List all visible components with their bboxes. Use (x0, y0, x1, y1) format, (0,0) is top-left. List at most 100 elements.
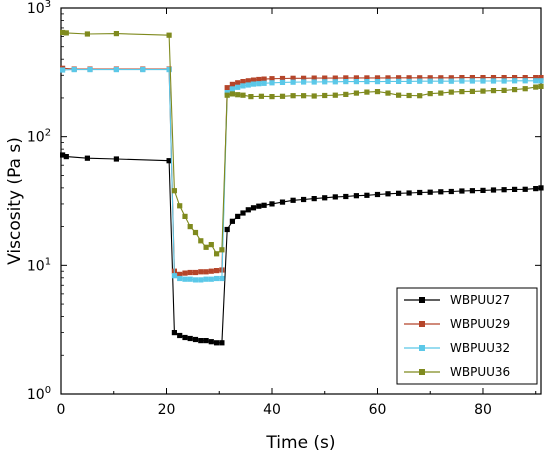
data-point (469, 88, 475, 94)
data-point (332, 194, 338, 200)
data-point (235, 213, 241, 219)
data-point (533, 186, 539, 192)
legend-box (396, 287, 538, 385)
data-point (301, 196, 307, 203)
data-point (438, 189, 444, 195)
data-point (480, 75, 486, 81)
data-point (364, 89, 370, 95)
data-point (71, 67, 77, 73)
legend-marker (419, 297, 425, 303)
data-point (343, 75, 349, 81)
data-point (490, 78, 497, 84)
data-point (459, 188, 465, 194)
data-point (279, 79, 286, 85)
data-point (279, 93, 286, 99)
data-point (538, 75, 544, 81)
data-point (490, 187, 497, 193)
data-point (322, 79, 328, 85)
data-point (512, 186, 518, 192)
data-point (84, 31, 90, 37)
data-point (512, 87, 518, 93)
data-point (311, 75, 317, 81)
data-point (406, 92, 412, 99)
data-point (229, 86, 235, 92)
data-point (214, 275, 220, 282)
data-point (396, 75, 402, 81)
data-point (311, 196, 317, 202)
data-point (279, 75, 286, 82)
data-point (171, 330, 177, 336)
data-point (240, 210, 246, 216)
data-point (469, 75, 475, 81)
data-point (166, 32, 172, 38)
data-point (501, 187, 507, 193)
data-point (490, 75, 497, 81)
data-point (501, 78, 507, 84)
data-point (182, 334, 188, 341)
data-point (469, 188, 475, 194)
data-point (343, 91, 349, 97)
data-point (250, 81, 257, 87)
data-point (187, 335, 193, 342)
data-point (290, 93, 296, 99)
data-point (171, 273, 177, 279)
legend-label: WBPUU32 (450, 341, 510, 355)
x-axis-label: Time (s) (265, 433, 335, 453)
data-point (311, 93, 317, 99)
data-point (203, 276, 209, 282)
data-point (490, 88, 497, 94)
data-point (385, 90, 391, 96)
data-point (538, 185, 544, 191)
data-point (396, 92, 402, 98)
legend-marker (419, 345, 425, 351)
data-point (269, 76, 275, 82)
legend-label: WBPUU29 (450, 317, 510, 331)
data-point (438, 90, 444, 96)
data-point (214, 340, 220, 346)
data-point (512, 75, 518, 81)
data-point (448, 75, 454, 81)
data-point (290, 197, 296, 203)
data-point (192, 277, 199, 283)
data-point (533, 78, 539, 84)
x-tick-label: 0 (57, 402, 66, 418)
data-point (248, 94, 254, 100)
series-wbpuu36 (60, 29, 544, 257)
data-point (208, 268, 214, 274)
data-point (353, 193, 359, 199)
data-point (290, 75, 296, 81)
data-point (245, 78, 251, 84)
data-point (279, 199, 286, 205)
data-point (290, 79, 296, 85)
data-point (364, 79, 370, 85)
data-point (427, 189, 433, 195)
data-point (198, 238, 204, 244)
data-point (332, 79, 338, 85)
data-point (448, 188, 454, 195)
y-tick-label: 101 (27, 256, 51, 274)
data-point (301, 93, 307, 99)
data-point (113, 156, 119, 162)
data-point (427, 75, 433, 81)
data-point (522, 86, 528, 92)
data-point (240, 79, 246, 85)
data-point (269, 80, 275, 86)
data-point (87, 67, 93, 73)
x-tick-label: 60 (369, 402, 387, 418)
data-point (261, 202, 267, 208)
data-point (245, 207, 251, 213)
data-point (374, 75, 381, 81)
data-point (192, 336, 199, 343)
legend-marker (419, 321, 425, 327)
data-point (417, 93, 423, 99)
data-point (224, 226, 230, 233)
data-point (187, 276, 193, 282)
data-point (427, 78, 433, 84)
legend-label: WBPUU27 (450, 293, 510, 307)
data-point (385, 78, 391, 84)
data-point (240, 92, 246, 98)
data-point (332, 92, 338, 98)
x-tick-label: 20 (158, 402, 176, 418)
data-point (374, 79, 381, 85)
